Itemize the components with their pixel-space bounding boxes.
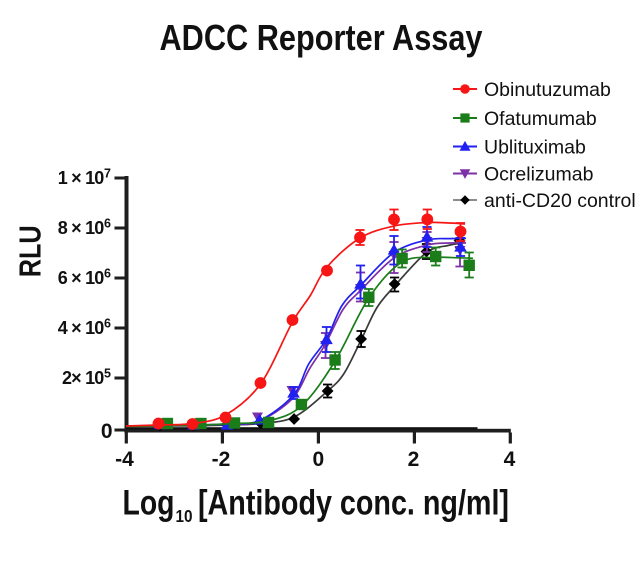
svg-text:2× 10: 2× 10: [62, 368, 104, 388]
svg-text:8 × 10: 8 × 10: [58, 218, 105, 238]
svg-text:Obinutuzumab: Obinutuzumab: [484, 79, 611, 101]
svg-text:0: 0: [101, 420, 113, 443]
svg-text:ADCC Reporter Assay: ADCC Reporter Assay: [160, 17, 483, 58]
svg-text:6 × 10: 6 × 10: [58, 268, 105, 288]
svg-text:0: 0: [313, 448, 325, 471]
svg-text:-2: -2: [212, 448, 231, 471]
svg-text:anti-CD20 control: anti-CD20 control: [484, 190, 636, 212]
svg-text:[Antibody conc. ng/ml]: [Antibody conc. ng/ml]: [198, 484, 509, 523]
svg-text:4: 4: [504, 448, 516, 471]
svg-text:6: 6: [104, 267, 111, 281]
svg-text:6: 6: [104, 217, 111, 231]
svg-text:RLU: RLU: [13, 225, 48, 277]
svg-text:10: 10: [176, 506, 193, 526]
svg-text:1 × 10: 1 × 10: [58, 168, 105, 188]
svg-text:Ocrelizumab: Ocrelizumab: [484, 164, 594, 186]
svg-text:7: 7: [104, 167, 111, 181]
svg-text:-4: -4: [115, 448, 134, 471]
svg-text:Log: Log: [123, 484, 175, 523]
svg-text:5: 5: [104, 367, 111, 381]
svg-text:4 × 10: 4 × 10: [58, 318, 105, 338]
svg-text:6: 6: [104, 317, 111, 331]
svg-text:2: 2: [408, 448, 420, 471]
svg-text:Ofatumumab: Ofatumumab: [484, 108, 597, 130]
svg-text:Ublituximab: Ublituximab: [484, 137, 586, 159]
